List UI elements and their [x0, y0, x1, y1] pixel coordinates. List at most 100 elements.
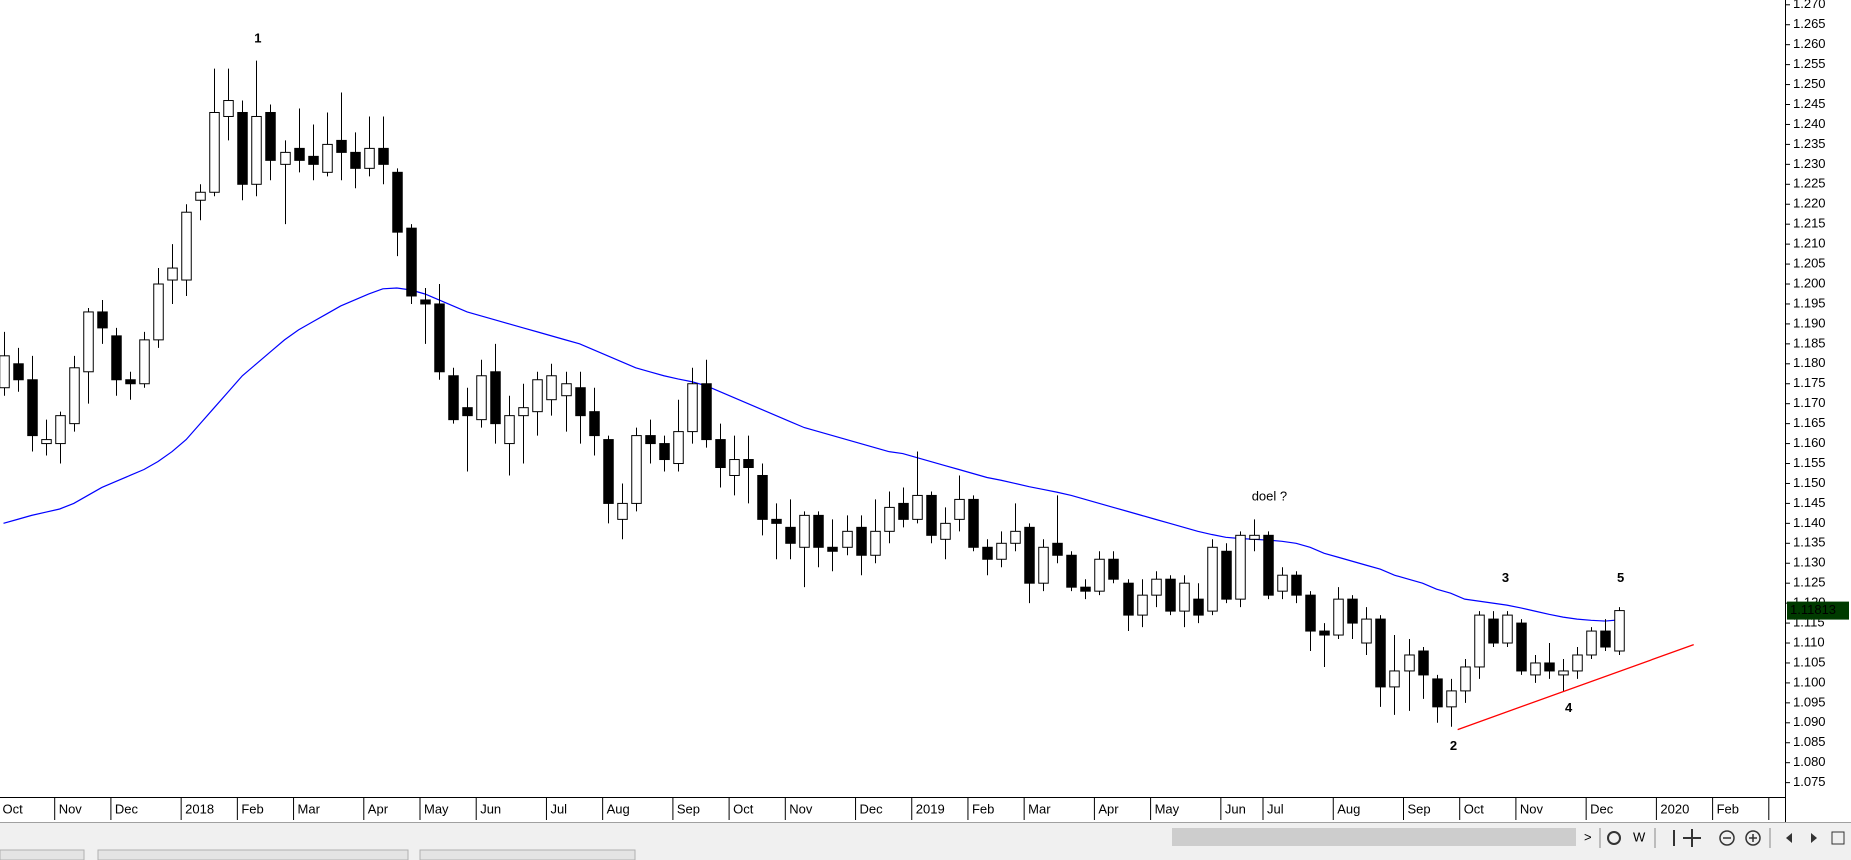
candle-body [1123, 582, 1134, 616]
candle-body [631, 435, 642, 504]
y-tick-label: 1.270 [1793, 0, 1826, 11]
candle-body [1333, 598, 1344, 636]
trendline [1457, 644, 1694, 731]
candle-body [1446, 690, 1457, 708]
candle-body [111, 335, 122, 381]
candle-body [1094, 558, 1105, 592]
y-tick-label: 1.095 [1793, 694, 1826, 709]
x-tick-label: Oct [1464, 801, 1485, 816]
candle-body [701, 383, 712, 441]
candle-body [715, 439, 726, 469]
candle-body [1277, 574, 1288, 592]
x-tick-label: Dec [115, 801, 139, 816]
y-tick-label: 1.240 [1793, 116, 1826, 131]
move-icon[interactable] [1683, 829, 1701, 847]
prev-icon[interactable] [1786, 833, 1792, 843]
y-tick-label: 1.195 [1793, 295, 1826, 310]
tab[interactable] [419, 849, 636, 860]
candle-body [1193, 598, 1204, 616]
tab[interactable] [0, 849, 85, 860]
x-tick-label: Jul [1267, 801, 1284, 816]
annotation: 5 [1617, 570, 1624, 585]
y-tick-label: 1.230 [1793, 156, 1826, 171]
candle-body [561, 383, 572, 397]
x-tick-label: Mar [1028, 801, 1051, 816]
candle-body [771, 518, 782, 524]
candle-body [1516, 622, 1527, 672]
candle-body [1179, 582, 1190, 612]
x-tick-label: Oct [733, 801, 754, 816]
candle-body [13, 363, 24, 381]
scroll-right[interactable]: > [1584, 829, 1592, 844]
candle-body [1361, 618, 1372, 644]
x-tick-label: Dec [860, 801, 884, 816]
x-tick-label: Aug [607, 801, 630, 816]
candle-body [898, 502, 909, 520]
candle-body [462, 407, 473, 417]
y-tick-label: 1.245 [1793, 96, 1826, 111]
candle-body [1586, 630, 1597, 656]
candle-body [1263, 534, 1274, 596]
y-tick-label: 1.210 [1793, 236, 1826, 251]
candle-body [940, 522, 951, 540]
tab[interactable] [97, 849, 409, 860]
candle-body [1291, 574, 1302, 596]
candle-body [83, 311, 94, 373]
y-tick-label: 1.185 [1793, 335, 1826, 350]
candle-body [181, 211, 192, 281]
candle-body [532, 379, 543, 413]
candle-body [1502, 614, 1513, 644]
candle-body [546, 375, 557, 401]
candle-body [1137, 594, 1148, 616]
candle-body [139, 339, 150, 385]
candle-body [195, 191, 206, 201]
candle-body [757, 474, 768, 520]
y-tick-label: 1.260 [1793, 36, 1826, 51]
candle-body [364, 147, 375, 169]
candle-body [27, 379, 38, 437]
table-icon[interactable] [1831, 831, 1845, 845]
y-tick-label: 1.135 [1793, 535, 1826, 550]
candle-body [982, 546, 993, 560]
candle-body [1404, 654, 1415, 672]
y-tick-label: 1.085 [1793, 734, 1826, 749]
candle-body [1221, 550, 1232, 600]
candle-body [350, 151, 361, 169]
candle-body [1235, 534, 1246, 600]
axes: 1.075 1.080 1.085 1.090 1.095 1.100 1.105 1.110… [3, 0, 1849, 820]
candle-body [1460, 666, 1471, 692]
plot-area: 1 2 3 4 5 doel ? [0, 31, 1694, 753]
y-tick-label: 1.225 [1793, 176, 1826, 191]
x-tick-label: Apr [368, 801, 389, 816]
candle-body [1319, 630, 1330, 636]
candle-body [856, 526, 867, 556]
candle-body [1207, 546, 1218, 612]
candle-body [617, 502, 628, 520]
candle-body [799, 514, 810, 548]
zoom-out-icon[interactable] [1719, 830, 1735, 846]
next-icon[interactable] [1811, 833, 1817, 843]
candle-body [448, 375, 459, 421]
candle-body [673, 431, 684, 465]
zoom-in-icon[interactable] [1745, 830, 1761, 846]
candle-body [687, 383, 698, 433]
scrollbar-thumb[interactable] [1172, 828, 1576, 846]
y-tick-label: 1.100 [1793, 674, 1826, 689]
candle-body [518, 407, 529, 417]
candle-body [223, 100, 234, 117]
candle-body [1488, 618, 1499, 644]
y-tick-label: 1.205 [1793, 256, 1826, 271]
period[interactable]: W [1633, 829, 1646, 844]
candle-body [280, 151, 291, 165]
refresh-icon[interactable] [1607, 831, 1621, 845]
candle-body [884, 506, 895, 532]
candle-body [954, 498, 965, 520]
annotation: 1 [254, 31, 261, 46]
candle-body [1418, 650, 1429, 676]
y-tick-label: 1.130 [1793, 555, 1826, 570]
x-tick-label: Sep [1408, 801, 1431, 816]
y-tick-label: 1.215 [1793, 216, 1826, 231]
candle-body [1052, 542, 1063, 556]
